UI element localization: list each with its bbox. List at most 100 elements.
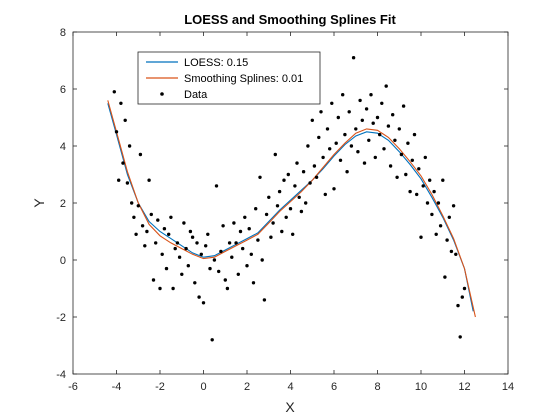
data-point <box>411 159 414 162</box>
data-point <box>356 150 359 153</box>
data-point <box>132 216 135 219</box>
y-tick-label: 2 <box>60 198 66 210</box>
data-point <box>330 102 333 105</box>
data-point <box>271 221 274 224</box>
data-point <box>332 187 335 190</box>
data-point <box>167 233 170 236</box>
data-point <box>408 190 411 193</box>
data-point <box>387 124 390 127</box>
y-axis-label: Y <box>31 198 47 208</box>
data-point <box>217 270 220 273</box>
data-point <box>265 213 268 216</box>
chart-title: LOESS and Smoothing Splines Fit <box>184 12 396 27</box>
data-point <box>245 264 248 267</box>
legend-label-smoothing-splines: Smoothing Splines: 0.01 <box>184 73 303 85</box>
legend-label-loess: LOESS: 0.15 <box>184 57 248 69</box>
data-point <box>343 133 346 136</box>
data-point <box>463 287 466 290</box>
data-point <box>293 184 296 187</box>
data-point <box>278 190 281 193</box>
data-point <box>324 193 327 196</box>
y-tick-label: 8 <box>60 27 66 39</box>
data-point <box>382 147 385 150</box>
data-point <box>280 230 283 233</box>
data-point <box>341 93 344 96</box>
data-point <box>228 241 231 244</box>
x-tick-label: 6 <box>331 381 337 393</box>
data-point <box>215 184 218 187</box>
data-point <box>328 147 331 150</box>
data-point <box>432 190 435 193</box>
data-point <box>402 104 405 107</box>
data-point <box>258 176 261 179</box>
legend-swatch-data <box>160 92 164 96</box>
data-point <box>348 110 351 113</box>
data-point <box>248 227 251 230</box>
data-point <box>176 241 179 244</box>
data-point <box>232 221 235 224</box>
data-point <box>304 201 307 204</box>
data-point <box>195 241 198 244</box>
y-tick-label: 0 <box>60 255 66 267</box>
data-point <box>189 230 192 233</box>
data-point <box>115 130 118 133</box>
data-point <box>171 287 174 290</box>
data-point <box>419 236 422 239</box>
y-tick-label: -4 <box>56 369 66 381</box>
data-point <box>158 287 161 290</box>
data-point <box>200 253 203 256</box>
data-point <box>139 153 142 156</box>
data-point <box>208 267 211 270</box>
data-point <box>282 179 285 182</box>
data-point <box>161 253 164 256</box>
data-point <box>350 144 353 147</box>
data-point <box>398 127 401 130</box>
data-point <box>365 107 368 110</box>
x-tick-label: 8 <box>374 381 380 393</box>
data-point <box>445 238 448 241</box>
data-point <box>150 213 153 216</box>
data-point <box>400 153 403 156</box>
data-point <box>147 179 150 182</box>
data-point <box>378 133 381 136</box>
data-point <box>441 179 444 182</box>
data-point <box>391 113 394 116</box>
data-point <box>454 253 457 256</box>
data-point <box>448 216 451 219</box>
data-point <box>178 256 181 259</box>
data-point <box>128 144 131 147</box>
data-point <box>424 156 427 159</box>
data-point <box>443 275 446 278</box>
data-point <box>206 233 209 236</box>
data-point <box>376 116 379 119</box>
x-tick-label: 14 <box>502 381 514 393</box>
data-point <box>372 122 375 125</box>
data-point <box>174 247 177 250</box>
x-tick-label: 0 <box>200 381 206 393</box>
data-point <box>252 281 255 284</box>
data-point <box>437 201 440 204</box>
data-point <box>300 210 303 213</box>
data-point <box>354 127 357 130</box>
data-point <box>289 207 292 210</box>
data-point <box>385 84 388 87</box>
data-point <box>276 204 279 207</box>
data-point <box>321 156 324 159</box>
data-point <box>274 153 277 156</box>
data-point <box>306 144 309 147</box>
data-point <box>141 224 144 227</box>
data-point <box>169 216 172 219</box>
x-tick-label: 2 <box>244 381 250 393</box>
data-point <box>119 102 122 105</box>
data-point <box>291 233 294 236</box>
data-point <box>337 116 340 119</box>
data-point <box>267 196 270 199</box>
x-tick-label: -4 <box>112 381 122 393</box>
x-tick-label: -6 <box>68 381 78 393</box>
data-point <box>358 99 361 102</box>
data-point <box>363 161 366 164</box>
data-point <box>239 230 242 233</box>
data-point <box>335 142 338 145</box>
data-point <box>145 230 148 233</box>
